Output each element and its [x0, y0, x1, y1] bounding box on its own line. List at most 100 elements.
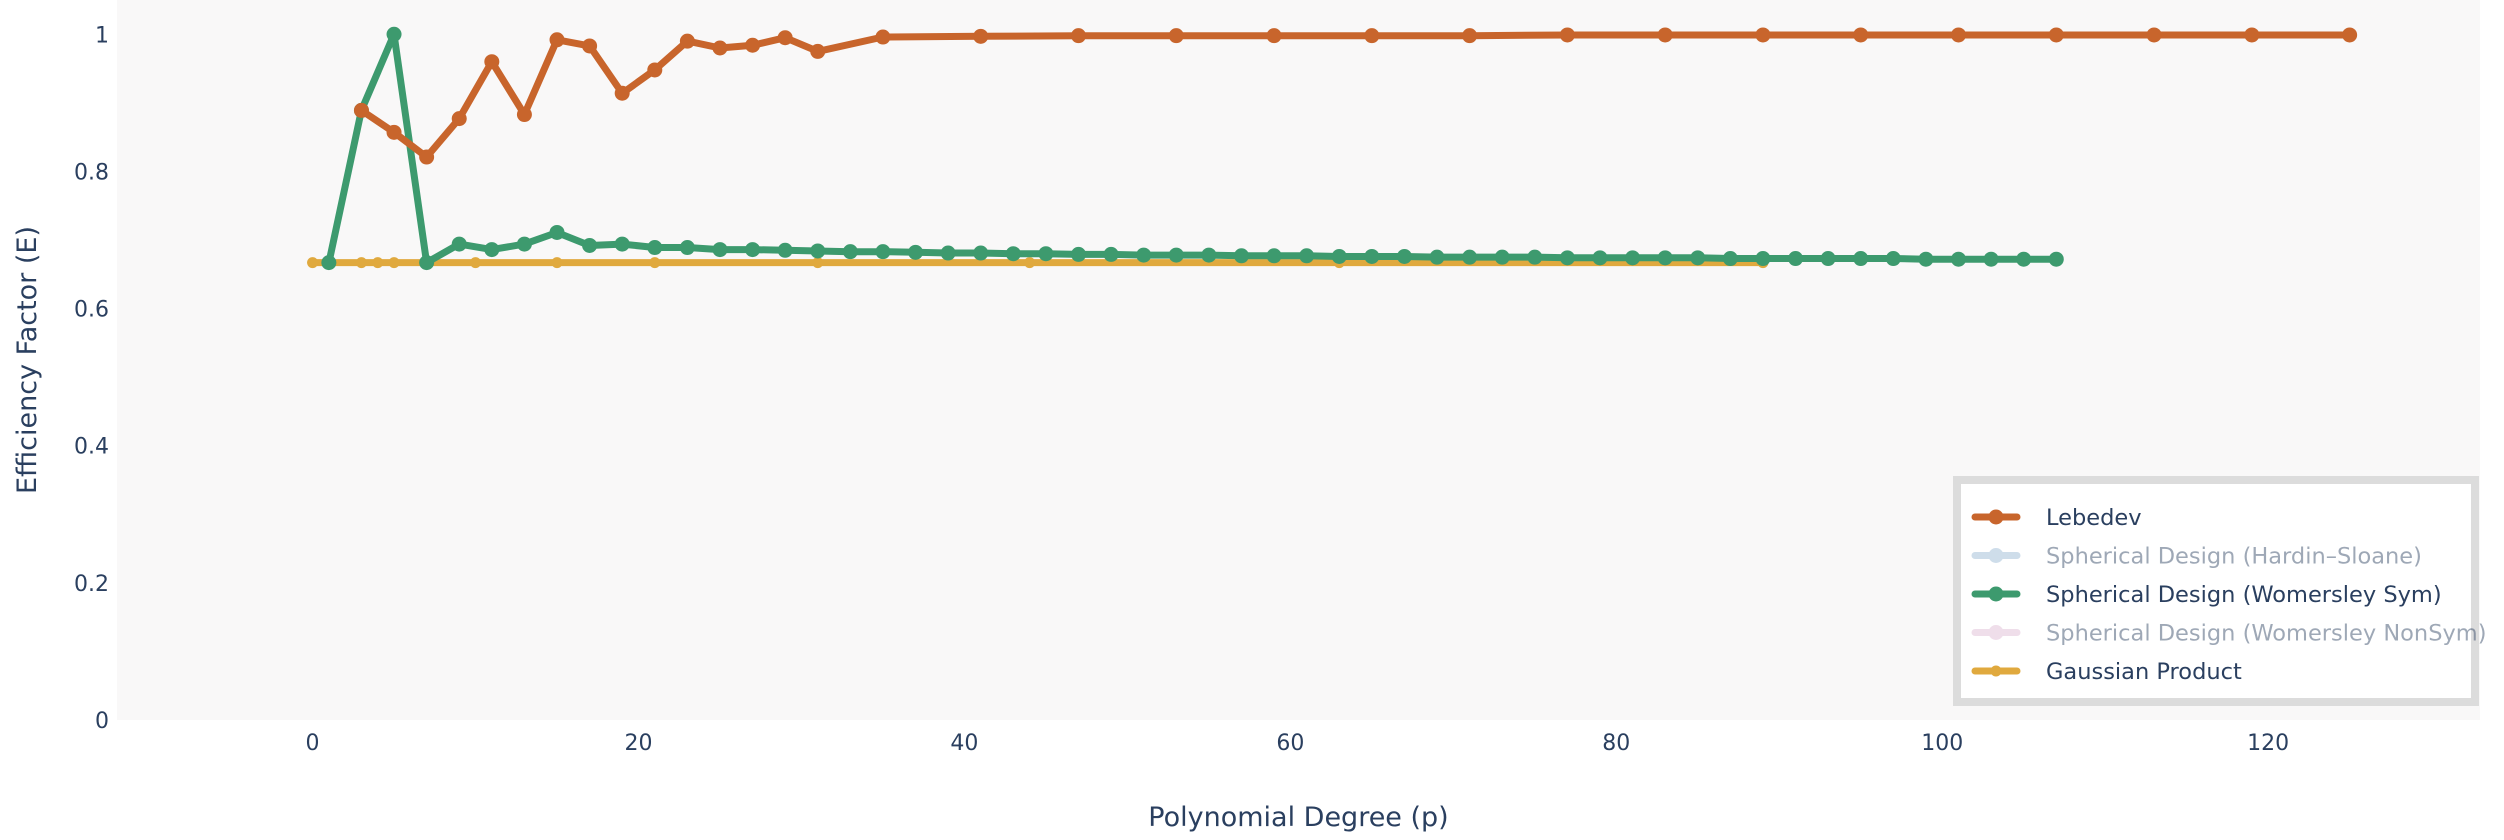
data-point [973, 245, 989, 261]
series-0 [353, 27, 2358, 165]
data-point [551, 257, 563, 269]
data-point [451, 236, 467, 252]
data-point [1755, 27, 1771, 43]
data-point [1233, 248, 1249, 264]
data-point [679, 240, 695, 256]
data-point [1429, 249, 1445, 265]
data-point [1070, 246, 1086, 262]
data-point [1755, 251, 1771, 267]
data-point [516, 107, 532, 123]
data-point [516, 236, 532, 252]
data-point [549, 224, 565, 240]
data-point [908, 244, 924, 260]
data-point [451, 111, 467, 127]
legend-item[interactable]: Spherical Design (Womersley Sym) [1971, 582, 2442, 608]
x-tick-label: 0 [306, 731, 320, 756]
data-point [712, 40, 728, 56]
data-point [1396, 248, 1412, 264]
data-point [2016, 251, 2032, 267]
data-point [582, 237, 598, 253]
x-tick-label: 60 [1276, 731, 1304, 756]
data-point [973, 28, 989, 44]
legend-box [1953, 476, 2479, 706]
data-point [745, 242, 761, 258]
data-point [1820, 251, 1836, 267]
data-point [355, 257, 367, 269]
data-point [679, 33, 695, 49]
data-point [1266, 28, 1282, 44]
data-point [1853, 27, 1869, 43]
legend-label: Gaussian Product [2046, 659, 2242, 685]
data-point [321, 255, 337, 271]
data-point [470, 257, 482, 269]
data-point [1559, 27, 1575, 43]
data-point [1690, 250, 1706, 266]
data-point [1527, 249, 1543, 265]
x-tick-label: 40 [950, 731, 978, 756]
legend[interactable]: Lebedev Spherical Design (Hardin–Sloane) S… [1953, 476, 2487, 706]
data-point [353, 102, 369, 118]
data-point [1168, 247, 1184, 263]
x-axis-title: Polynomial Degree (p) [1148, 802, 1448, 833]
data-point [1331, 248, 1347, 264]
data-point [810, 243, 826, 259]
x-tick-label: 20 [624, 731, 652, 756]
legend-swatch-marker [1990, 665, 2002, 677]
data-point [1657, 250, 1673, 266]
data-point [484, 54, 500, 70]
legend-label: Lebedev [2046, 505, 2142, 531]
x-tick-label: 80 [1602, 731, 1630, 756]
data-point [1559, 250, 1575, 266]
legend-label: Spherical Design (Womersley Sym) [2046, 582, 2442, 608]
data-point [614, 85, 630, 101]
legend-swatch-marker [1988, 509, 2004, 525]
y-axis: 0 0.2 0.4 0.6 0.8 1 [74, 23, 109, 734]
y-axis-title: Efficiency Factor (E) [12, 226, 43, 494]
legend-item[interactable]: Spherical Design (Womersley NonSym) [1971, 621, 2487, 647]
data-point [812, 257, 824, 269]
data-point [1024, 257, 1036, 269]
data-point [1625, 250, 1641, 266]
data-point [1005, 246, 1021, 262]
data-point [940, 245, 956, 261]
data-point [1657, 27, 1673, 43]
data-point [842, 244, 858, 260]
data-point [1951, 251, 1967, 267]
data-point [386, 124, 402, 140]
data-point [419, 255, 435, 271]
data-point [1722, 251, 1738, 267]
data-point [2146, 27, 2162, 43]
data-point [875, 29, 891, 45]
data-point [2048, 251, 2064, 267]
data-point [388, 257, 400, 269]
data-point [2342, 27, 2358, 43]
series-layer [307, 26, 2358, 271]
data-point [1103, 246, 1119, 262]
data-point [712, 242, 728, 258]
y-tick-label: 0.6 [74, 298, 109, 323]
data-point [810, 43, 826, 59]
legend-item[interactable]: Gaussian Product [1971, 659, 2242, 685]
y-tick-label: 1 [95, 23, 109, 48]
data-point [307, 257, 319, 269]
data-point [649, 257, 661, 269]
data-point [1462, 28, 1478, 44]
data-point [2244, 27, 2260, 43]
data-point [1299, 248, 1315, 264]
data-point [1364, 248, 1380, 264]
x-tick-label: 120 [2247, 731, 2289, 756]
data-point [875, 244, 891, 260]
x-axis: 0 20 40 60 80 100 120 [306, 731, 2290, 756]
data-point [647, 62, 663, 78]
series-2 [321, 26, 2064, 271]
data-point [1364, 28, 1380, 44]
data-point [1983, 251, 1999, 267]
legend-item[interactable]: Spherical Design (Hardin–Sloane) [1971, 544, 2422, 570]
legend-item[interactable]: Lebedev [1971, 505, 2142, 531]
data-point [745, 37, 761, 53]
data-point [1070, 28, 1086, 44]
legend-label: Spherical Design (Womersley NonSym) [2046, 621, 2487, 647]
data-point [1788, 251, 1804, 267]
